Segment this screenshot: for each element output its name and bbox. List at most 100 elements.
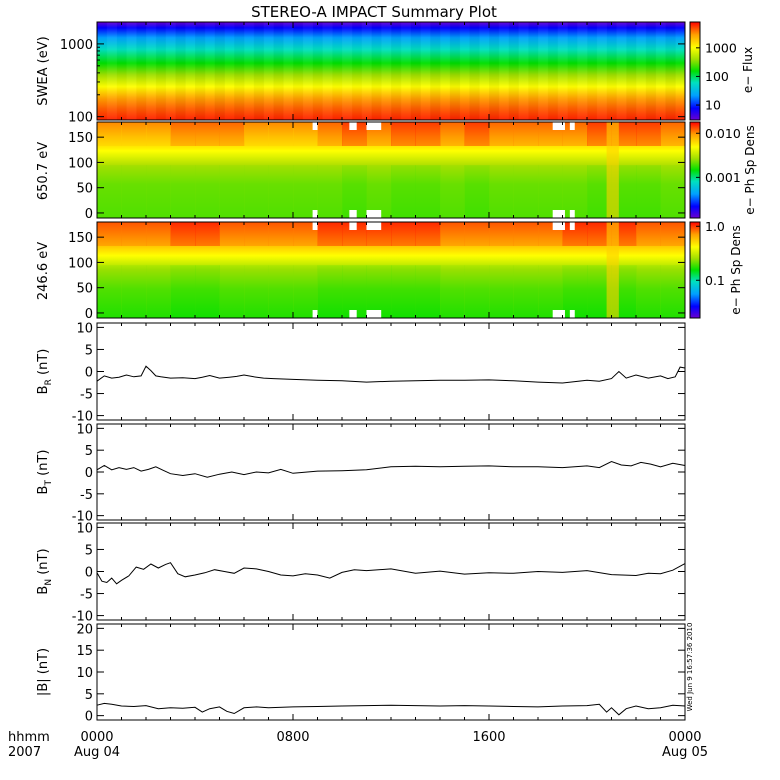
pa246-gap-bottom: [569, 310, 575, 318]
swea-variability-stripe: [195, 22, 206, 120]
pa650-ytick-label: 50: [76, 182, 93, 197]
swea-variability-stripe: [352, 22, 362, 120]
swea-variability-stripe: [518, 22, 528, 120]
pa246-column-low: [538, 265, 563, 318]
pa246-gap-top: [349, 222, 357, 230]
pa246-colorbar-fill: [690, 222, 700, 318]
pa650-column-low: [415, 165, 441, 218]
bn-frame: [96, 522, 686, 621]
swea-variability-stripe: [264, 22, 274, 120]
bmag-ytick-label: 0: [85, 710, 93, 725]
pa650-ylabel: 650.7 eV: [36, 142, 51, 200]
pa246-column: [562, 222, 588, 246]
swea-variability-stripe: [489, 22, 500, 120]
pa246-column: [219, 222, 245, 246]
swea-variability-stripe: [509, 22, 519, 120]
pa246-column-low: [97, 265, 122, 318]
swea-variability-stripe: [479, 22, 489, 120]
pa650-ytick-label: 150: [68, 131, 93, 146]
swea-colorbar-fill: [690, 22, 700, 120]
pa650-streak: [606, 122, 619, 218]
swea-variability-stripe: [205, 22, 215, 120]
bmag-ytick-label: 10: [76, 666, 93, 681]
pa650-column: [244, 122, 269, 146]
pa246-column-low: [391, 265, 416, 318]
swea-variability-stripe: [449, 22, 461, 120]
panel-bt: -10 -5 0 5 10 BT (nT): [36, 422, 686, 525]
pa246-column: [170, 222, 196, 246]
bn-ytick-label: -5: [80, 588, 93, 603]
panel-br: -10 -5 0 5 10 BR (nT): [36, 321, 686, 425]
br-ylabel: BR (nT): [36, 349, 54, 395]
x-tick-date: Aug 04: [74, 745, 120, 760]
bmag-ylabel: |B| (nT): [36, 648, 51, 696]
pa650-column: [415, 122, 441, 146]
swea-variability-stripe: [361, 22, 372, 120]
pa246-column-low: [170, 265, 196, 318]
pa246-colorbar-frame: [689, 221, 701, 319]
swea-variability-stripe: [234, 22, 245, 120]
pa246-gap-bottom: [366, 310, 382, 318]
panel-bmag: 0 5 10 15 20 |B| (nT): [36, 622, 686, 725]
br-ytick-label: 5: [85, 343, 93, 358]
swea-variability-stripe: [538, 22, 549, 120]
bt-frame: [96, 423, 686, 521]
pa246-ytick-label: 150: [68, 231, 93, 246]
pa650-column: [268, 122, 294, 146]
pa246-streak: [606, 222, 619, 318]
pa650-column: [317, 122, 343, 146]
pa246-column-low: [415, 265, 441, 318]
x-tick-label: 0000: [668, 730, 701, 745]
bn-ytick-label: -10: [72, 610, 93, 625]
pa246-column: [317, 222, 343, 246]
pa650-column: [440, 122, 465, 146]
x-tick-label: 0000: [80, 730, 113, 745]
pa246-colorbar: 0.1 1.0: [689, 219, 725, 319]
bt-ytick-label: 0: [85, 466, 93, 481]
pa650-column-low: [440, 165, 465, 218]
pa650-column-low: [464, 165, 490, 218]
x-tick-label: 0800: [276, 730, 309, 745]
panel-pa650: 0 50 100 150 650.7 eV 0.001 0.010 e− Ph Sp D…: [36, 121, 757, 222]
swea-variability-stripe: [469, 22, 480, 120]
swea-spectrogram-fill: [97, 22, 685, 120]
swea-variability-stripe: [214, 22, 225, 120]
swea-variability-stripe: [557, 22, 568, 120]
pa246-colorbar-label: e− Ph Sp Dens: [729, 225, 743, 314]
pa246-gap-bottom: [312, 310, 318, 318]
bn-ytick-label: 10: [76, 521, 93, 536]
pa246-column: [391, 222, 416, 246]
pa650-column-low: [268, 165, 294, 218]
swea-variability-stripe: [166, 22, 176, 120]
pa246-column-low: [317, 265, 343, 318]
pa650-gap-bottom: [569, 210, 575, 218]
pa246-gap-bottom: [349, 310, 357, 318]
pa246-ytick-label: 100: [68, 256, 93, 271]
swea-variability-stripe: [332, 22, 342, 120]
pa246-gap-top: [569, 222, 575, 230]
swea-colorbar-tick-label: 100: [705, 69, 729, 84]
bmag-ytick-label: 15: [76, 644, 93, 659]
swea-variability-stripe: [293, 22, 303, 120]
swea-variability-stripe: [499, 22, 509, 120]
pa650-gap-top: [312, 122, 318, 130]
pa650-column: [660, 122, 686, 146]
swea-variability-stripe: [675, 22, 685, 120]
figure-title: STEREO-A IMPACT Summary Plot: [251, 3, 497, 21]
swea-variability-stripe: [185, 22, 195, 120]
bmag-ytick-label: 20: [76, 622, 93, 637]
swea-variability-stripe: [587, 22, 597, 120]
pa650-ytick-label: 0: [85, 207, 93, 222]
pa650-column-low: [489, 165, 514, 218]
swea-variability-stripe: [528, 22, 538, 120]
pa246-column-low: [244, 265, 269, 318]
br-ytick-label: 10: [76, 321, 93, 336]
pa650-column: [391, 122, 416, 146]
pa246-column-low: [660, 265, 686, 318]
swea-ytick-label: 100: [68, 111, 93, 126]
swea-variability-stripe: [626, 22, 636, 120]
pa246-gap-top: [366, 222, 382, 230]
panel-swea: 100 1000 SWEA (eV) 10 100 1000 e− Flux: [36, 21, 755, 126]
